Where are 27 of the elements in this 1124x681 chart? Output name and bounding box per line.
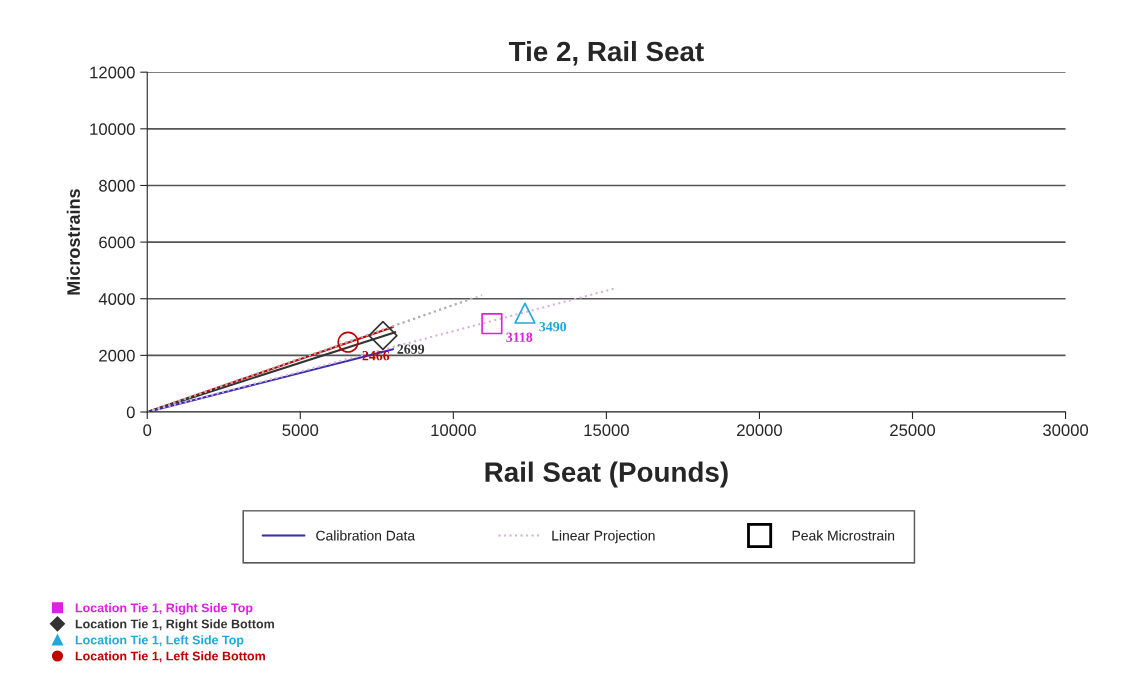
x-axis-title: Rail Seat (Pounds) xyxy=(485,461,728,488)
legend-label: Linear Projection xyxy=(552,530,655,544)
x-tick-label: 25000 xyxy=(890,424,936,437)
y-tick-label: 4000 xyxy=(98,293,135,305)
x-tick-label: 5000 xyxy=(282,424,319,437)
chart-title: Tie 2, Rail Seat xyxy=(508,40,704,66)
legend-label: Location Tie 1, Right Side Top xyxy=(75,603,253,615)
y-tick-label: 10000 xyxy=(90,123,135,136)
y-tick-label: 12000 xyxy=(90,66,135,79)
y-tick-label: 0 xyxy=(126,406,135,419)
legend-label: Location Tie 1, Left Side Bottom xyxy=(75,651,265,663)
text: Peak Microstrain xyxy=(792,530,895,541)
x-tick-label: 30000 xyxy=(1043,424,1089,437)
x-tick-label: 10000 xyxy=(431,424,476,437)
data-label: 3490 xyxy=(539,321,567,332)
y-axis-title: Microstrains xyxy=(66,189,80,295)
y-tick-label: 8000 xyxy=(99,179,135,192)
x-tick-label: 20000 xyxy=(737,424,782,437)
legend-label: Location Tie 1, Left Side Top xyxy=(75,635,244,647)
y-tick-label: 6000 xyxy=(99,236,135,249)
y-tick-label: 2000 xyxy=(99,349,135,362)
legend-label: Location Tie 1, Right Side Bottom xyxy=(75,619,274,631)
x-tick-label: 0 xyxy=(143,424,152,437)
data-label: 3118 xyxy=(506,332,533,342)
legend-label: Calibration Data xyxy=(316,530,416,541)
data-label: 2699 xyxy=(397,344,425,354)
x-tick-label: 15000 xyxy=(584,424,629,437)
